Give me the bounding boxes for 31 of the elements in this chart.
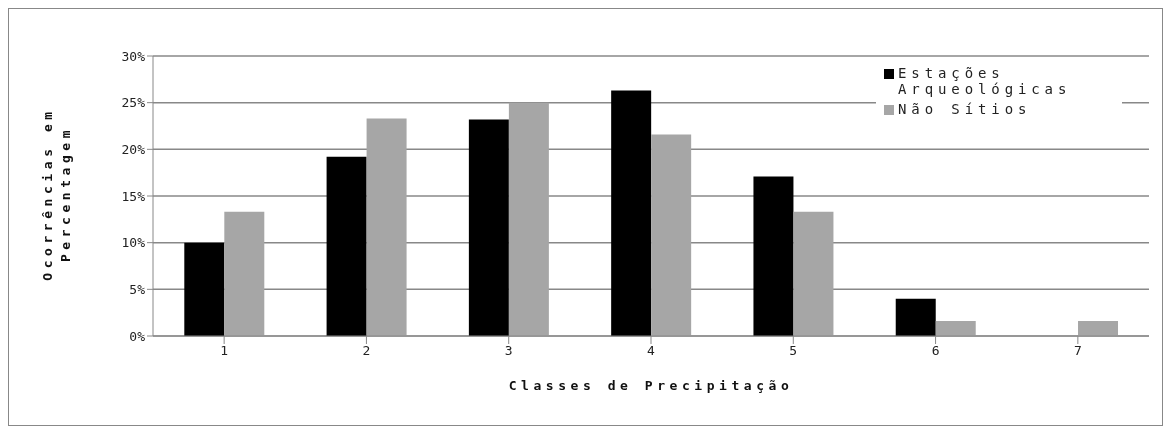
bar (224, 211, 265, 336)
bar (326, 156, 367, 336)
bar (611, 90, 652, 336)
y-axis-title: Ocorrências em Percentagem (39, 106, 74, 283)
bar (651, 134, 692, 336)
legend-label: Estações Arqueológicas (898, 65, 1073, 97)
y-tick-label: 0% (129, 328, 146, 344)
y-tick-label: 10% (121, 235, 146, 251)
legend-label: Não Sítios (898, 101, 1032, 117)
x-axis-title: Classes de Precipitação (508, 378, 794, 393)
x-tick-label: 6 (931, 343, 940, 359)
y-tick-label: 25% (121, 95, 146, 111)
y-tick-label: 30% (121, 48, 146, 64)
x-tick-label: 3 (504, 343, 513, 359)
x-tick-label: 7 (1073, 343, 1082, 359)
bar (1078, 321, 1119, 336)
bar (184, 242, 225, 336)
y-tick-label: 5% (129, 281, 146, 297)
y-tick-label: 20% (121, 141, 146, 157)
x-tick-label: 5 (789, 343, 798, 359)
x-tick-label: 4 (647, 343, 656, 359)
y-tick-label: 15% (121, 188, 146, 204)
bar (468, 119, 509, 336)
x-tick-label: 2 (362, 343, 371, 359)
bar (895, 298, 936, 336)
bar (935, 321, 976, 336)
bar (753, 176, 794, 336)
bar (508, 102, 549, 336)
x-tick-label: 1 (220, 343, 229, 359)
bar (793, 211, 834, 336)
bar (366, 118, 407, 336)
